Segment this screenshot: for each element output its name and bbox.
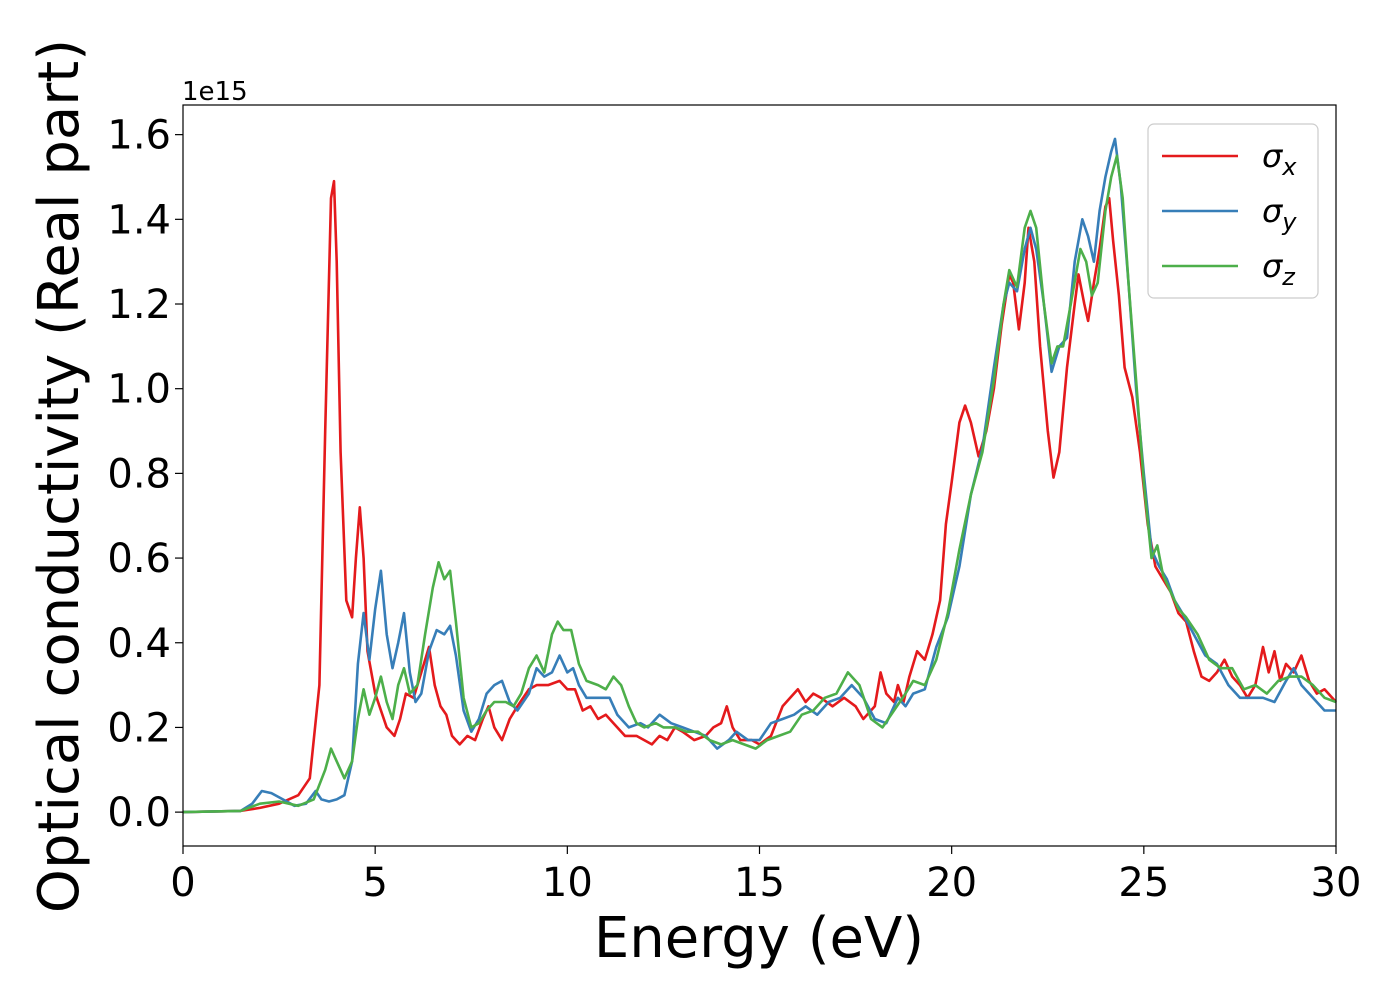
x-tick-label: 20	[926, 860, 977, 906]
y-offset-label: 1e15	[182, 77, 248, 107]
series-layer	[182, 137, 1337, 814]
y-tick-label: 1.4	[107, 197, 171, 243]
y-axis-title: Optical conductivity (Real part)	[27, 39, 92, 913]
plot-frame	[182, 104, 1337, 847]
series-line-z	[182, 154, 1337, 814]
x-tick-label: 30	[1311, 860, 1362, 906]
x-tick-label: 0	[170, 860, 195, 906]
y-tick-label: 1.6	[107, 113, 171, 159]
legend-label-y: σy	[1262, 192, 1297, 236]
y-tick-label: 0.4	[107, 621, 171, 667]
x-tick-label: 10	[542, 860, 593, 906]
legend-label-x: σx	[1262, 137, 1297, 181]
y-tick-label: 0.8	[107, 451, 171, 497]
x-axis: 0 5 10 15 20 25 30	[170, 846, 1361, 906]
y-tick-label: 1.2	[107, 282, 171, 328]
y-tick-label: 0.0	[107, 790, 171, 836]
y-tick-label: 1.0	[107, 367, 171, 413]
x-axis-title: Energy (eV)	[594, 906, 924, 971]
legend: σx σy σz	[1147, 123, 1319, 299]
x-tick-label: 5	[362, 860, 387, 906]
legend-label-z: σz	[1262, 247, 1296, 291]
x-tick-label: 25	[1118, 860, 1169, 906]
x-tick-label: 15	[734, 860, 785, 906]
y-axis: 0.0 0.2 0.4 0.6 0.8 1.0 1.2 1.4 1.6	[107, 113, 183, 836]
y-tick-label: 0.2	[107, 705, 171, 751]
y-tick-label: 0.6	[107, 536, 171, 582]
